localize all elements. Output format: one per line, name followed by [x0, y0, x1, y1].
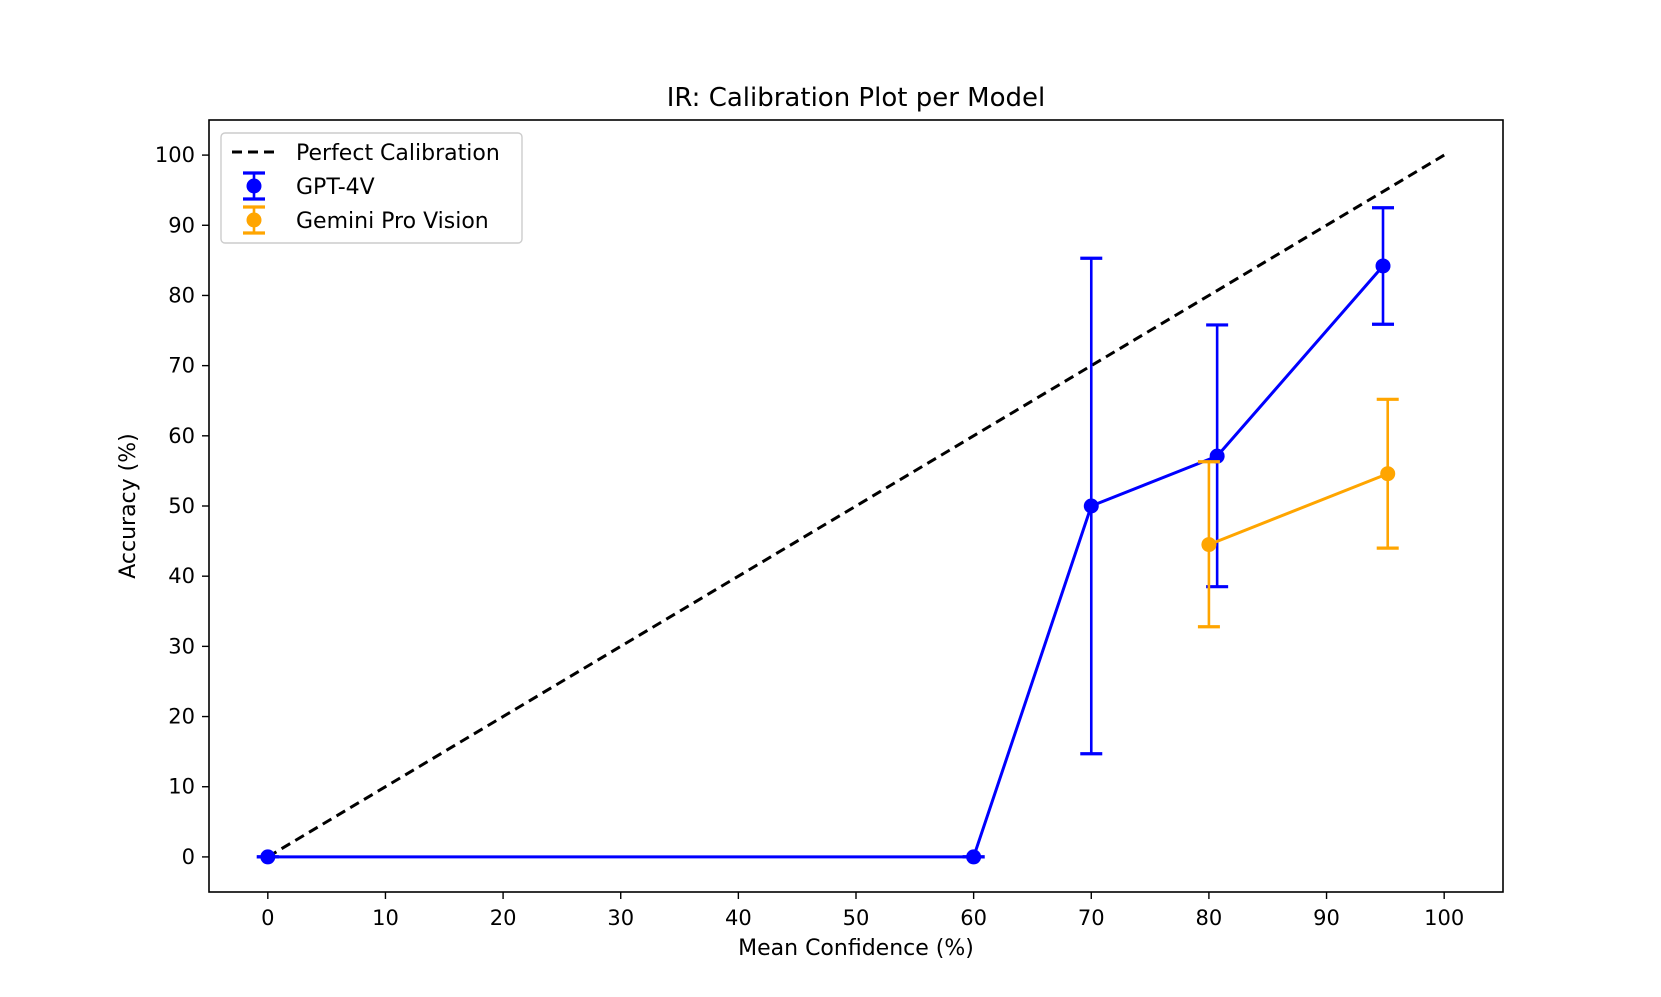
y-tick-label: 20 — [168, 705, 195, 729]
data-point — [260, 849, 276, 865]
series-line — [1208, 472, 1389, 546]
data-point — [1209, 448, 1225, 464]
y-tick-label: 50 — [168, 494, 195, 518]
legend-label: GPT-4V — [296, 175, 375, 200]
data-point — [1201, 537, 1217, 553]
series-gemini-pro-vision — [1197, 397, 1399, 629]
data-point — [1380, 466, 1396, 482]
legend-label: Perfect Calibration — [296, 141, 500, 166]
y-tick-label: 60 — [168, 424, 195, 448]
reference-line-group — [267, 153, 1445, 859]
x-tick-label: 60 — [960, 906, 987, 930]
x-tick-label: 100 — [1424, 906, 1464, 930]
y-tick-label: 0 — [182, 845, 195, 869]
y-axis-label: Accuracy (%) — [116, 433, 141, 579]
x-tick-label: 40 — [725, 906, 752, 930]
chart-title: IR: Calibration Plot per Model — [667, 83, 1045, 113]
y-tick-label: 40 — [168, 564, 195, 588]
x-tick-label: 10 — [372, 906, 399, 930]
x-tick-label: 90 — [1313, 906, 1340, 930]
perfect-calibration-line — [267, 153, 1445, 859]
y-tick-label: 100 — [155, 143, 195, 167]
legend: Perfect Calibration GPT-4V Gemini Pro Visi… — [220, 132, 523, 244]
legend-label: Gemini Pro Vision — [296, 209, 489, 234]
data-point — [1375, 258, 1391, 274]
x-tick-label: 80 — [1196, 906, 1223, 930]
y-tick-label: 80 — [168, 283, 195, 307]
y-tick-label: 30 — [168, 634, 195, 658]
x-tick-label: 70 — [1078, 906, 1105, 930]
plot-area-frame — [208, 119, 1504, 893]
legend-box — [220, 132, 523, 244]
y-axis-ticks: 0 10 20 30 40 50 60 70 80 90 100 — [155, 143, 209, 869]
x-tick-label: 0 — [261, 906, 274, 930]
x-tick-label: 50 — [843, 906, 870, 930]
y-tick-label: 70 — [168, 354, 195, 378]
x-axis-label: Mean Confidence (%) — [738, 936, 974, 961]
legend-swatch-point — [246, 212, 262, 228]
x-tick-label: 30 — [607, 906, 634, 930]
data-point — [1083, 498, 1099, 514]
series-layer — [256, 206, 1399, 865]
x-tick-label: 20 — [490, 906, 517, 930]
legend-items: Perfect Calibration GPT-4V Gemini Pro Visi… — [232, 141, 500, 235]
y-tick-label: 10 — [168, 775, 195, 799]
y-tick-label: 90 — [168, 213, 195, 237]
x-axis-ticks: 0 10 20 30 40 50 60 70 80 90 100 — [261, 892, 1464, 930]
legend-swatch-point — [246, 178, 262, 194]
data-point — [966, 849, 982, 865]
